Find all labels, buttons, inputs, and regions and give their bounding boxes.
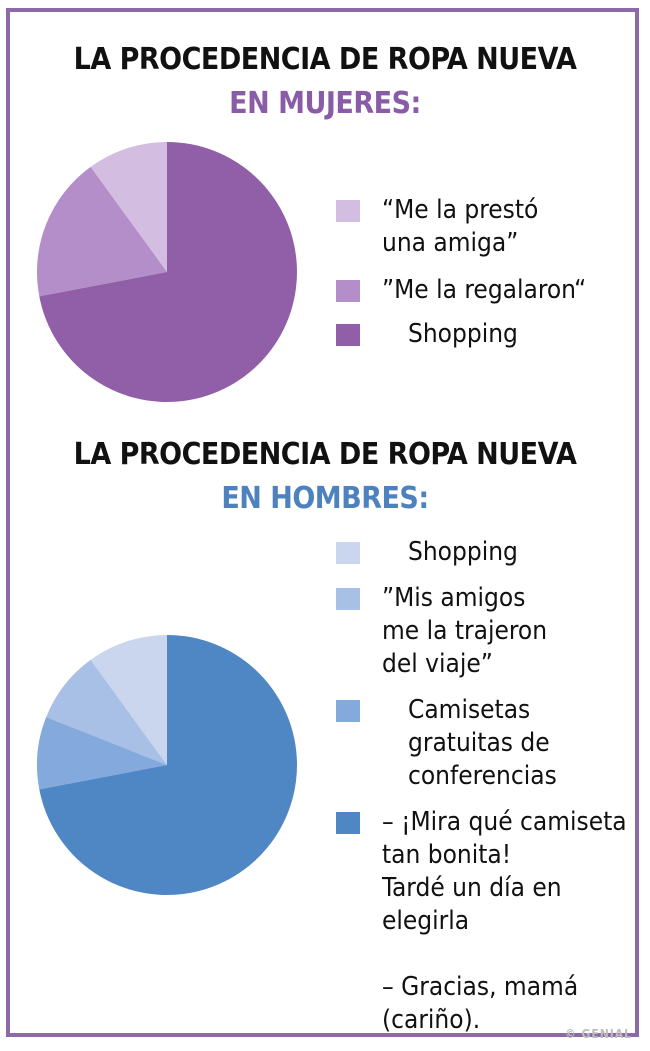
pie-chart-women [36,142,297,402]
legend-label: – ¡Mira qué camiseta tan bonita! Tardé u… [382,807,627,1035]
pie-slice-0-1 [36,166,167,297]
chart-title-men: LA PROCEDENCIA DE ROPA NUEVA [73,437,577,472]
legend-label: ”Me la regalaron“ [382,275,587,305]
pie-slice-1-1 [46,659,167,765]
legend-swatch [336,324,360,346]
legend-swatch [336,200,360,222]
pie-slice-0-0 [90,142,167,272]
watermark: © GENIAL [564,1027,632,1041]
legend-swatch [336,542,360,564]
chart-subtitle-women: EN MUJERES: [229,86,421,121]
legend-label: “Me la prestó una amiga” [382,195,539,258]
outer-frame [6,8,639,1037]
legend-label: Shopping [408,537,518,567]
pie-slice-1-3 [39,635,297,895]
pie-slice-1-2 [36,717,167,790]
legend-swatch [336,588,360,610]
pie-chart-men [36,635,297,895]
pie-slice-1-0 [90,635,167,765]
chart-subtitle-men: EN HOMBRES: [221,481,429,516]
legend-swatch [336,280,360,302]
pie-slice-0-2 [39,142,297,402]
legend-swatch [336,700,360,722]
legend-label: ”Mis amigos me la trajeron del viaje” [382,583,548,679]
chart-title-women: LA PROCEDENCIA DE ROPA NUEVA [73,42,577,77]
legend-label: Camisetas gratuitas de conferencias [408,695,557,791]
legend-swatch [336,812,360,834]
legend-label: Shopping [408,319,518,349]
